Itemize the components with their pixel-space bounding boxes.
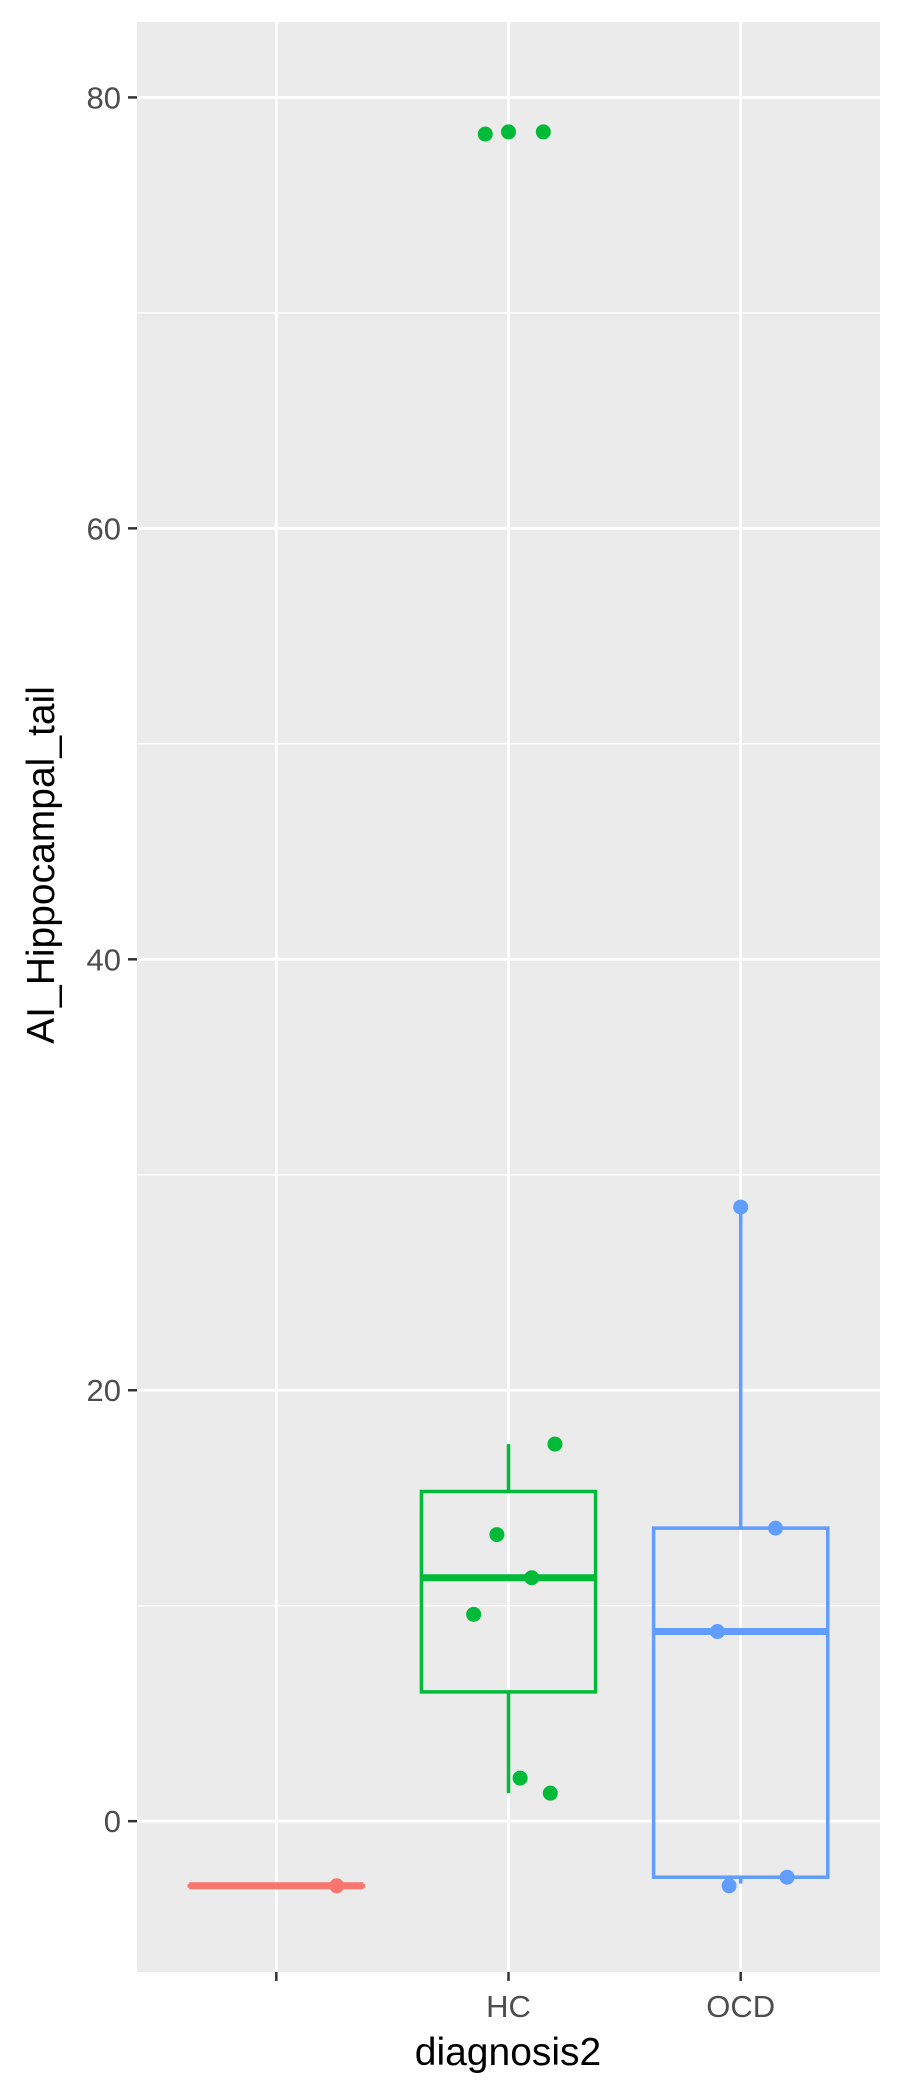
data-point	[542, 1785, 558, 1801]
data-point	[329, 1878, 345, 1894]
data-point	[489, 1527, 505, 1543]
x-tick-label: HC	[486, 1989, 531, 2024]
box	[419, 1489, 598, 1694]
box	[651, 1526, 830, 1879]
y-tick-label: 40	[87, 942, 121, 977]
data-point	[524, 1570, 540, 1586]
data-point	[733, 1199, 749, 1215]
data-point	[709, 1624, 725, 1640]
data-point	[721, 1878, 737, 1894]
data-point	[466, 1606, 482, 1622]
data-point	[501, 124, 516, 140]
x-axis: HC OCD	[275, 1972, 775, 2024]
x-axis-title: diagnosis2	[415, 2031, 601, 2074]
x-tick-label: OCD	[706, 1989, 775, 2024]
data-point	[512, 1770, 528, 1786]
data-point	[779, 1869, 795, 1885]
y-tick-label: 80	[87, 80, 121, 115]
y-tick-label: 20	[87, 1373, 121, 1408]
y-axis: 0 20 40 60 80	[87, 80, 137, 1839]
data-point	[768, 1520, 784, 1536]
data-point	[477, 126, 493, 142]
y-tick-label: 60	[87, 511, 121, 546]
point-layer	[329, 124, 795, 1894]
major-gridlines	[137, 22, 880, 1972]
y-axis-title: AI_Hippocampal_tail	[20, 686, 63, 1044]
data-point	[547, 1436, 563, 1452]
data-point	[535, 124, 551, 140]
box-layer	[187, 1207, 830, 1890]
y-tick-label: 0	[104, 1804, 121, 1839]
